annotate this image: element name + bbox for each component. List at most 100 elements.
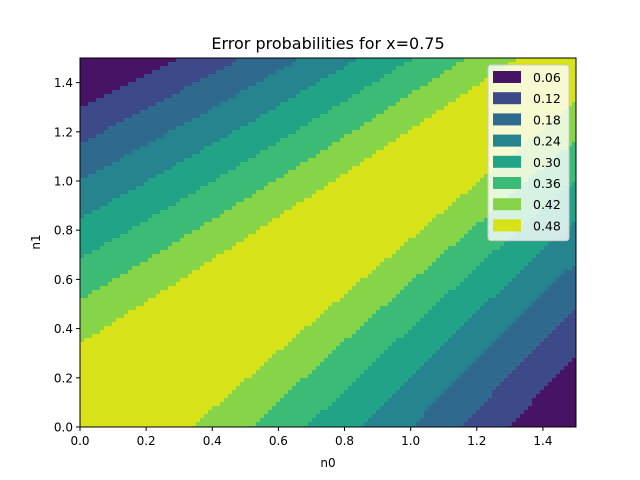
contour-cell [404, 214, 409, 219]
contour-cell [168, 118, 173, 123]
contour-cell [392, 178, 397, 183]
contour-cell [120, 114, 125, 119]
contour-cell [100, 118, 105, 123]
contour-cell [344, 146, 349, 151]
contour-cell [324, 214, 329, 219]
contour-cell [200, 86, 205, 91]
contour-cell [204, 154, 209, 159]
contour-cell [468, 206, 473, 211]
contour-cell [148, 74, 153, 79]
contour-cell [136, 218, 141, 223]
contour-cell [148, 102, 153, 107]
contour-cell [240, 106, 245, 111]
contour-cell [316, 110, 321, 115]
contour-cell [180, 194, 185, 199]
contour-cell [212, 154, 217, 159]
contour-cell [96, 158, 101, 163]
contour-cell [188, 158, 193, 163]
contour-cell [452, 186, 457, 191]
contour-cell [132, 202, 137, 207]
contour-cell [352, 118, 357, 123]
contour-cell [324, 178, 329, 183]
contour-cell [344, 110, 349, 115]
contour-cell [288, 194, 293, 199]
contour-cell [192, 62, 197, 67]
contour-cell [108, 66, 113, 71]
contour-cell [412, 146, 417, 151]
contour-cell [444, 202, 449, 207]
contour-cell [308, 202, 313, 207]
contour-cell [292, 214, 297, 219]
contour-cell [108, 126, 113, 131]
contour-cell [280, 62, 285, 67]
contour-cell [340, 134, 345, 139]
contour-cell [172, 126, 177, 131]
contour-cell [84, 130, 89, 135]
contour-cell [412, 122, 417, 127]
contour-cell [128, 66, 133, 71]
contour-cell [172, 66, 177, 71]
contour-cell [476, 110, 481, 115]
contour-cell [368, 98, 373, 103]
contour-cell [236, 110, 241, 115]
contour-cell [376, 118, 381, 123]
contour-cell [136, 194, 141, 199]
contour-cell [328, 90, 333, 95]
contour-cell [336, 122, 341, 127]
contour-cell [396, 74, 401, 79]
contour-cell [416, 122, 421, 127]
contour-cell [272, 138, 277, 143]
contour-cell [456, 134, 461, 139]
contour-cell [96, 86, 101, 91]
contour-cell [420, 166, 425, 171]
contour-cell [284, 70, 289, 75]
contour-cell [152, 98, 157, 103]
contour-cell [80, 206, 85, 211]
contour-cell [452, 206, 457, 211]
contour-cell [248, 162, 253, 167]
contour-cell [244, 62, 249, 67]
contour-cell [236, 82, 241, 87]
contour-cell [444, 62, 449, 67]
contour-cell [464, 86, 469, 91]
contour-cell [408, 190, 413, 195]
contour-cell [324, 114, 329, 119]
contour-cell [92, 82, 97, 87]
contour-cell [364, 206, 369, 211]
contour-cell [392, 146, 397, 151]
contour-cell [432, 142, 437, 147]
contour-cell [352, 170, 357, 175]
contour-cell [340, 78, 345, 83]
contour-cell [204, 62, 209, 67]
contour-cell [128, 58, 133, 63]
contour-cell [356, 114, 361, 119]
contour-cell [344, 66, 349, 71]
contour-cell [244, 162, 249, 167]
contour-cell [248, 110, 253, 115]
contour-cell [164, 158, 169, 163]
contour-cell [332, 134, 337, 139]
contour-cell [436, 158, 441, 163]
contour-cell [216, 146, 221, 151]
contour-cell [144, 166, 149, 171]
contour-cell [300, 62, 305, 67]
contour-cell [140, 170, 145, 175]
contour-cell [440, 182, 445, 187]
contour-cell [148, 194, 153, 199]
contour-cell [220, 134, 225, 139]
contour-cell [232, 134, 237, 139]
contour-cell [360, 82, 365, 87]
contour-cell [248, 82, 253, 87]
contour-cell [124, 118, 129, 123]
contour-cell [336, 146, 341, 151]
contour-cell [388, 142, 393, 147]
contour-cell [132, 106, 137, 111]
contour-cell [84, 182, 89, 187]
contour-cell [132, 186, 137, 191]
contour-cell [352, 166, 357, 171]
contour-cell [252, 170, 257, 175]
contour-cell [164, 218, 169, 223]
contour-cell [412, 58, 417, 63]
contour-cell [340, 98, 345, 103]
contour-cell [212, 186, 217, 191]
